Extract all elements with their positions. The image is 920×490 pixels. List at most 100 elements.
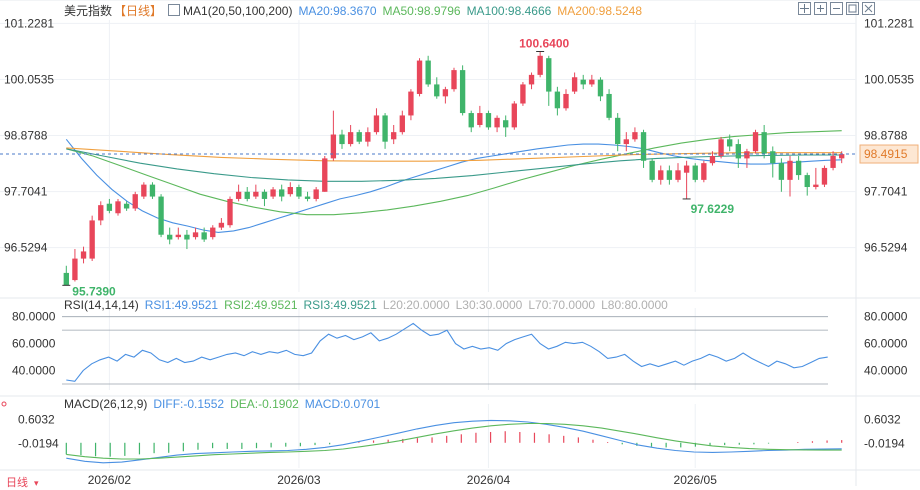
candle-body — [167, 234, 173, 240]
candle-body — [770, 151, 776, 164]
candle-body — [597, 79, 604, 97]
candle-body — [709, 156, 716, 164]
low-marker-label-left: 95.7390 — [72, 284, 116, 298]
candle-body — [640, 132, 647, 161]
candle-body — [795, 160, 802, 176]
ma-indicator-icon[interactable] — [168, 4, 181, 16]
candle-body — [227, 198, 233, 226]
candle-body — [98, 205, 104, 221]
candle-body — [813, 184, 819, 188]
l30-value: L30:30.0000 — [455, 298, 523, 312]
candle-body — [365, 132, 371, 142]
candle-body — [149, 184, 156, 197]
candle-body — [571, 77, 578, 92]
time-tick-label: 2026/02 — [88, 473, 132, 486]
candle-body — [123, 203, 130, 209]
candle-body — [623, 139, 629, 145]
expand-icon[interactable] — [846, 2, 859, 15]
l80-value: L80:80.0000 — [601, 298, 668, 312]
candle-body — [778, 163, 785, 180]
candle-body — [787, 160, 793, 180]
ma50-value: MA50:98.9796 — [382, 4, 461, 18]
candle-body — [339, 134, 345, 145]
candle-body — [373, 115, 380, 133]
crosshair-icon[interactable] — [798, 2, 811, 15]
candle-body — [839, 154, 845, 159]
candle-body — [201, 232, 207, 240]
ma100-value: MA100:98.4666 — [466, 4, 552, 18]
candle-body — [115, 201, 121, 214]
macd-header: MACD(26,12,9) DIFF:-0.1552 DEA:-0.1902 MACD… — [64, 397, 386, 411]
ma200-value: MA200:98.5248 — [557, 4, 643, 18]
candle-body — [606, 93, 612, 118]
candle-body — [184, 234, 190, 240]
candle-body — [80, 251, 87, 259]
high-marker-label: 100.6400 — [519, 36, 569, 50]
candle-body — [632, 132, 638, 140]
rsi1-value: RSI1:49.9521 — [144, 298, 219, 312]
rsi-label[interactable]: RSI(14,14,14) — [64, 298, 139, 312]
price-tick-right: 98.8788 — [864, 129, 908, 143]
candle-body — [649, 160, 655, 180]
candle-body — [218, 222, 225, 228]
candle-body — [356, 132, 362, 142]
macd-label[interactable]: MACD(26,12,9) — [64, 397, 148, 411]
candle-body — [675, 170, 681, 180]
candle-body — [520, 84, 526, 104]
low-marker-label-right: 97.6229 — [691, 202, 735, 216]
rsi-tick-left: 40.0000 — [12, 364, 56, 378]
ma-label[interactable]: MA1(20,50,100,200) — [183, 4, 293, 18]
candle-body — [580, 79, 586, 85]
rsi2-value: RSI2:49.9521 — [224, 298, 298, 312]
rsi3-value: RSI3:49.9521 — [303, 298, 377, 312]
candle-body — [63, 272, 69, 286]
candle-body — [546, 58, 552, 92]
chart-title: 美元指数 — [64, 4, 113, 18]
rsi-header: RSI(14,14,14) RSI1:49.9521 RSI2:49.9521 RSI… — [64, 298, 674, 312]
last-price-label: 98.4915 — [864, 147, 908, 161]
price-tick-left: 97.7041 — [4, 185, 48, 199]
candle-body — [701, 163, 707, 180]
zoom-out-icon[interactable] — [830, 2, 843, 15]
candle-body — [451, 70, 457, 90]
candle-body — [261, 191, 268, 199]
candle-body — [459, 70, 466, 114]
candle-body — [322, 158, 328, 192]
candle-body — [494, 117, 500, 128]
candle-body — [821, 167, 828, 185]
candle-body — [683, 165, 690, 173]
candle-body — [477, 113, 483, 125]
macd-tick-right: -0.0194 — [864, 437, 905, 451]
macd-settings-icon — [1, 401, 7, 407]
candle-body — [416, 60, 423, 94]
grid-icon[interactable] — [862, 2, 875, 15]
rsi-line — [66, 322, 828, 382]
candle-body — [270, 189, 276, 197]
candle-body — [761, 132, 767, 154]
candle-body — [511, 103, 517, 128]
rsi-tick-left: 80.0000 — [12, 310, 56, 324]
candle-body — [752, 132, 759, 152]
candle-body — [658, 170, 664, 180]
candle-body — [279, 189, 285, 197]
rsi-tick-left: 60.0000 — [12, 337, 56, 351]
candle-body — [830, 156, 836, 168]
candle-body — [425, 60, 431, 85]
zoom-in-icon[interactable] — [814, 2, 827, 15]
period-label[interactable]: 【日线】 — [114, 4, 163, 18]
rsi-tick-right: 80.0000 — [864, 310, 908, 324]
price-tick-right: 96.5294 — [864, 241, 908, 255]
candle-body — [253, 191, 259, 197]
candle-body — [563, 93, 569, 109]
candle-body — [72, 258, 78, 281]
candle-body — [442, 89, 449, 97]
candle-body — [235, 191, 242, 199]
ma50-line — [66, 130, 842, 216]
candle-body — [735, 144, 741, 159]
candle-body — [141, 184, 147, 197]
candle-body — [666, 170, 673, 180]
candle-body — [692, 165, 698, 180]
candle-body — [744, 151, 750, 159]
time-tick-label: 2026/03 — [277, 473, 321, 486]
